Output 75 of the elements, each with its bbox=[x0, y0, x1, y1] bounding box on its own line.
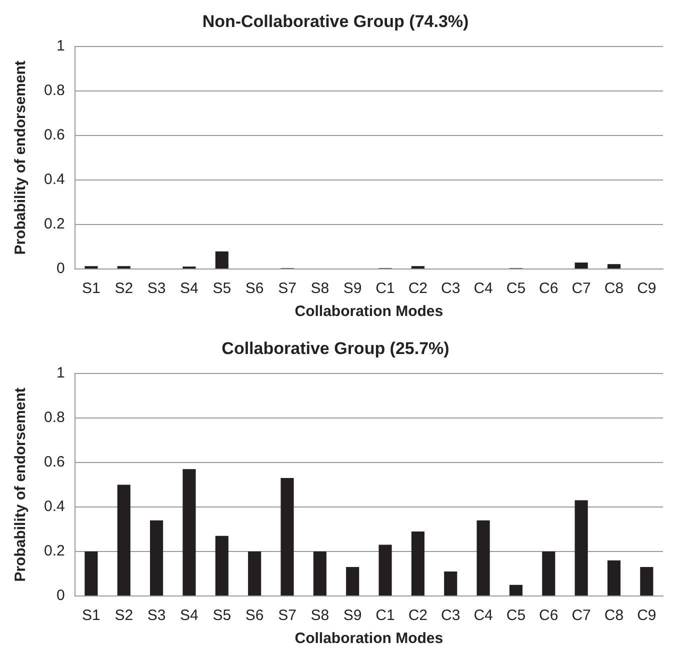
bar bbox=[84, 551, 98, 596]
x-tick-label: C8 bbox=[604, 607, 624, 624]
x-tick-label: C7 bbox=[572, 607, 591, 624]
bar bbox=[117, 484, 130, 596]
x-tick-label: S9 bbox=[343, 280, 362, 298]
bar bbox=[574, 262, 588, 268]
bar bbox=[444, 572, 458, 596]
y-tick-label: 0.4 bbox=[44, 171, 65, 188]
x-tick-label: S1 bbox=[82, 607, 100, 624]
y-tick-label: 0.2 bbox=[44, 542, 65, 560]
x-tick-label: C9 bbox=[637, 607, 656, 624]
x-tick-label: S1 bbox=[82, 280, 100, 298]
y-tick-label: 0.6 bbox=[44, 126, 65, 144]
bar bbox=[280, 478, 294, 596]
x-tick-label: S3 bbox=[147, 607, 166, 624]
x-tick-label: C7 bbox=[572, 280, 591, 298]
chart-title: Non-Collaborative Group (74.3%) bbox=[202, 12, 469, 31]
bar bbox=[248, 551, 262, 596]
x-tick-label: C5 bbox=[506, 607, 526, 624]
x-tick-label: S4 bbox=[180, 280, 198, 298]
y-tick-label: 0 bbox=[56, 587, 65, 604]
x-tick-label: C9 bbox=[637, 280, 656, 298]
y-tick-label: 0 bbox=[56, 260, 65, 278]
bar bbox=[215, 251, 228, 268]
x-tick-label: S3 bbox=[147, 280, 166, 298]
x-tick-label: S7 bbox=[278, 280, 296, 298]
y-tick-label: 0.6 bbox=[44, 454, 65, 471]
bar bbox=[607, 560, 621, 596]
x-tick-label: C3 bbox=[441, 607, 460, 624]
x-tick-label: S7 bbox=[278, 607, 296, 624]
x-axis-title: Collaboration Modes bbox=[294, 303, 444, 320]
x-tick-label: S2 bbox=[114, 607, 134, 624]
bar bbox=[411, 531, 424, 596]
x-tick-label: S6 bbox=[245, 280, 264, 298]
bar bbox=[346, 567, 360, 596]
y-tick-label: 0.8 bbox=[44, 82, 65, 100]
y-axis-title: Probability of endorsement bbox=[12, 60, 30, 255]
bar bbox=[182, 469, 196, 596]
x-tick-label: C6 bbox=[539, 607, 558, 624]
bar bbox=[378, 544, 392, 596]
x-tick-label: S5 bbox=[212, 280, 232, 298]
x-tick-label: S4 bbox=[180, 607, 198, 624]
bar bbox=[313, 551, 326, 596]
y-tick-label: 0.4 bbox=[44, 498, 65, 516]
bar bbox=[574, 500, 588, 596]
bar bbox=[542, 551, 556, 596]
x-tick-label: C4 bbox=[474, 280, 493, 298]
bar bbox=[150, 520, 164, 596]
bar bbox=[509, 584, 522, 596]
x-tick-label: S8 bbox=[310, 607, 330, 624]
y-axis-title: Probability of endorsement bbox=[12, 388, 30, 582]
y-tick-label: 0.8 bbox=[44, 409, 65, 426]
x-tick-label: C4 bbox=[474, 607, 493, 624]
x-axis-title: Collaboration Modes bbox=[294, 630, 444, 648]
y-tick-label: 1 bbox=[56, 38, 65, 55]
x-tick-label: C2 bbox=[408, 280, 428, 298]
bar bbox=[215, 536, 228, 596]
bar bbox=[476, 520, 490, 596]
x-tick-label: S2 bbox=[114, 280, 134, 298]
x-tick-label: C3 bbox=[441, 280, 460, 298]
y-tick-label: 0.2 bbox=[44, 216, 65, 233]
x-tick-label: C6 bbox=[539, 280, 558, 298]
y-tick-label: 1 bbox=[56, 364, 65, 382]
bar bbox=[640, 567, 654, 596]
chart-title: Collaborative Group (25.7%) bbox=[222, 338, 450, 358]
x-tick-label: S5 bbox=[212, 607, 232, 624]
bar bbox=[607, 264, 621, 268]
x-tick-label: C1 bbox=[376, 280, 395, 298]
x-tick-label: C8 bbox=[604, 280, 624, 298]
x-tick-label: C1 bbox=[376, 607, 395, 624]
x-tick-label: S6 bbox=[245, 607, 264, 624]
x-tick-label: S8 bbox=[310, 280, 330, 298]
x-tick-label: S9 bbox=[343, 607, 362, 624]
x-tick-label: C2 bbox=[408, 607, 428, 624]
x-tick-label: C5 bbox=[506, 280, 526, 298]
